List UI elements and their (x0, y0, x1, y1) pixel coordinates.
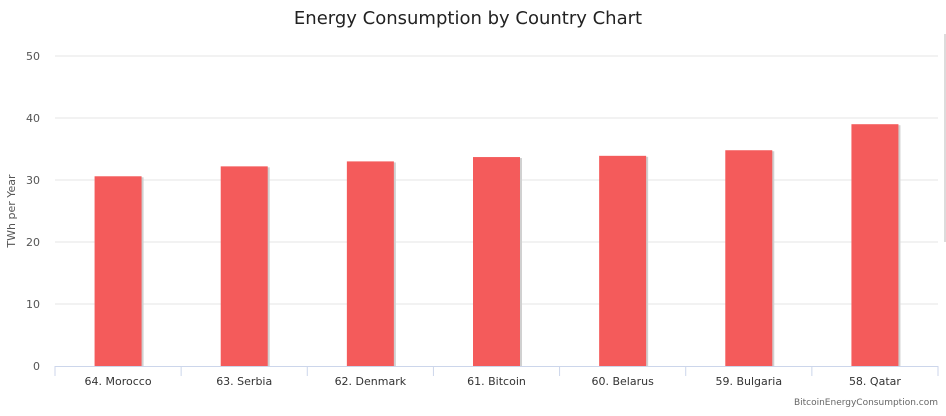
bar (346, 161, 394, 366)
y-tick-label: 50 (26, 50, 40, 63)
y-tick-label: 20 (26, 236, 40, 249)
scroll-edge (944, 34, 946, 242)
y-axis-title: TWh per Year (5, 174, 18, 249)
x-tick-label: 63. Serbia (216, 375, 272, 388)
bar (94, 176, 142, 366)
chart-title: Energy Consumption by Country Chart (293, 8, 643, 29)
x-tick-label: 61. Bitcoin (467, 375, 526, 388)
y-tick-label: 10 (26, 298, 40, 311)
x-tick-label: 62. Denmark (335, 375, 407, 388)
y-tick-label: 30 (26, 174, 40, 187)
x-tick-label: 59. Bulgaria (715, 375, 782, 388)
bar (220, 166, 268, 366)
x-tick-label: 60. Belarus (591, 375, 654, 388)
y-tick-label: 0 (33, 360, 40, 373)
chart-credit[interactable]: BitcoinEnergyConsumption.com (793, 398, 938, 408)
bar (725, 150, 773, 366)
bar (473, 157, 520, 366)
bar (851, 124, 899, 366)
x-tick-label: 64. Morocco (85, 375, 152, 388)
x-tick-label: 58. Qatar (849, 375, 901, 388)
y-tick-label: 40 (26, 112, 40, 125)
bar (599, 155, 647, 366)
